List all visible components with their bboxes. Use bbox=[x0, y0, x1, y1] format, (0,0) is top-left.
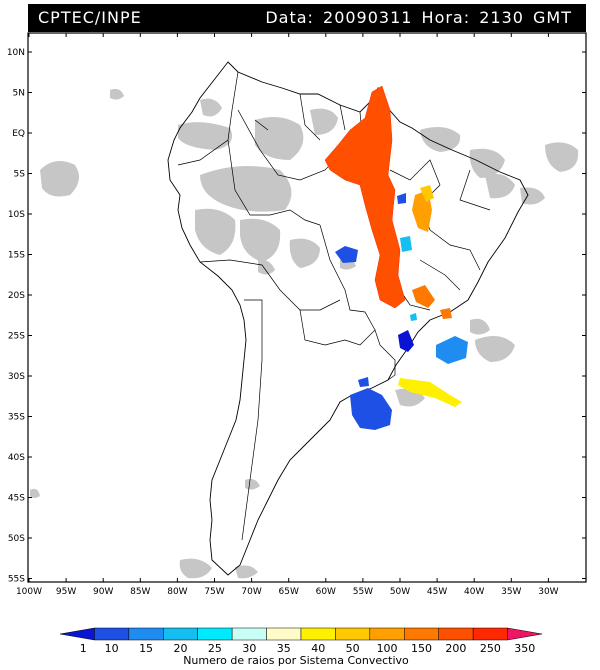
color-bar-label: 100 bbox=[377, 642, 398, 655]
lat-label: 35S bbox=[8, 413, 25, 423]
lon-label: 80W bbox=[167, 587, 187, 597]
lat-label: 5N bbox=[13, 89, 25, 99]
lat-label: 45S bbox=[8, 494, 25, 504]
convective-cell-cyan bbox=[400, 236, 412, 252]
color-bar-label: 15 bbox=[139, 642, 153, 655]
map-frame bbox=[27, 32, 587, 583]
lon-label: 90W bbox=[93, 587, 113, 597]
latitude-axis: 10N 5N EQ 5S 10S 15S 20S 25S 30S 35S 40S 45S 50S 55S bbox=[7, 48, 586, 585]
color-bar-segment bbox=[404, 627, 439, 641]
convective-systems bbox=[324, 85, 468, 430]
lon-label: 40W bbox=[464, 587, 484, 597]
color-bar-label: 25 bbox=[208, 642, 222, 655]
convective-cell-north-amazon bbox=[324, 85, 406, 309]
lon-label: 55W bbox=[353, 587, 373, 597]
color-bar-segment bbox=[507, 627, 543, 641]
country-borders bbox=[177, 71, 491, 541]
color-bar-segment bbox=[128, 627, 164, 641]
color-bar-label: 50 bbox=[346, 642, 360, 655]
color-bar-label: 20 bbox=[174, 642, 188, 655]
color-bar-label: 35 bbox=[277, 642, 291, 655]
color-bar-label: 10 bbox=[105, 642, 119, 655]
color-bar-label: 200 bbox=[445, 642, 466, 655]
lon-label: 100W bbox=[16, 587, 42, 597]
color-bar-segment bbox=[163, 627, 198, 641]
lon-label: 45W bbox=[427, 587, 447, 597]
title-bar: CPTEC/INPE Data: 20090311 Hora: 2130 GMT bbox=[28, 4, 586, 32]
color-bar-segment bbox=[231, 627, 267, 641]
agency-title: CPTEC/INPE bbox=[38, 8, 142, 27]
lon-label: 70W bbox=[241, 587, 261, 597]
color-bar: 1 10 15 20 25 30 35 40 50 100 150 200 250 350 bbox=[59, 627, 543, 655]
color-bar-segment bbox=[472, 627, 508, 641]
color-bar-segment bbox=[197, 627, 233, 641]
lat-label: 55S bbox=[8, 575, 25, 585]
color-bar-label: 250 bbox=[480, 642, 501, 655]
color-bar-label: 40 bbox=[311, 642, 325, 655]
color-bar-label: 350 bbox=[514, 642, 535, 655]
lon-label: 75W bbox=[204, 587, 224, 597]
color-bar-segment bbox=[59, 627, 95, 641]
color-bar-label: 1 bbox=[80, 642, 87, 655]
convective-cell-south-blue bbox=[398, 330, 414, 352]
lon-label: 50W bbox=[390, 587, 410, 597]
convective-cell-southeast-orange bbox=[412, 285, 435, 308]
color-bar-segment bbox=[94, 627, 130, 641]
color-bar-label: 30 bbox=[242, 642, 256, 655]
lon-label: 60W bbox=[316, 587, 336, 597]
color-bar-segment bbox=[266, 627, 302, 641]
date-time-title: Data: 20090311 Hora: 2130 GMT bbox=[265, 8, 572, 27]
convective-cell-bolivia-blue bbox=[335, 246, 358, 263]
convective-cell-argentina-blue bbox=[350, 388, 392, 430]
lat-label: 50S bbox=[8, 534, 25, 544]
color-bar-segment bbox=[438, 627, 474, 641]
lon-label: 85W bbox=[130, 587, 150, 597]
color-bar-segment bbox=[335, 627, 371, 641]
convective-cell-blue-small bbox=[397, 193, 406, 204]
convective-cell-paraguay-cyan bbox=[410, 313, 417, 321]
lat-label: 15S bbox=[8, 251, 25, 261]
lat-label: 30S bbox=[8, 372, 25, 382]
lat-label: 20S bbox=[8, 291, 25, 301]
lon-label: 95W bbox=[56, 587, 76, 597]
color-bar-segment bbox=[300, 627, 336, 641]
lat-label: 10N bbox=[7, 48, 25, 58]
south-america-outline bbox=[167, 61, 529, 576]
lat-label: EQ bbox=[12, 129, 25, 139]
convective-cell-atlantic-blue bbox=[436, 336, 468, 364]
color-bar-label: 150 bbox=[411, 642, 432, 655]
longitude-axis: 100W 95W 90W 85W 80W 75W 70W 65W 60W 55W 50W 45W 40W… bbox=[16, 33, 559, 597]
lon-label: 35W bbox=[501, 587, 521, 597]
color-bar-title: Numero de raios por Sistema Convectivo bbox=[183, 654, 409, 667]
lon-label: 65W bbox=[279, 587, 299, 597]
convective-cell-argentina-blue-small bbox=[358, 377, 369, 387]
convective-cell-gold bbox=[420, 185, 434, 202]
color-bar-segment bbox=[369, 627, 405, 641]
lat-label: 5S bbox=[14, 170, 26, 180]
lat-label: 40S bbox=[8, 453, 25, 463]
lat-label: 10S bbox=[8, 210, 25, 220]
cloud-cover bbox=[30, 88, 579, 579]
convective-cell-atlantic-yellow bbox=[398, 378, 462, 407]
lon-label: 30W bbox=[538, 587, 558, 597]
lat-label: 25S bbox=[8, 332, 25, 342]
convective-cell-coast-orange bbox=[440, 308, 452, 319]
